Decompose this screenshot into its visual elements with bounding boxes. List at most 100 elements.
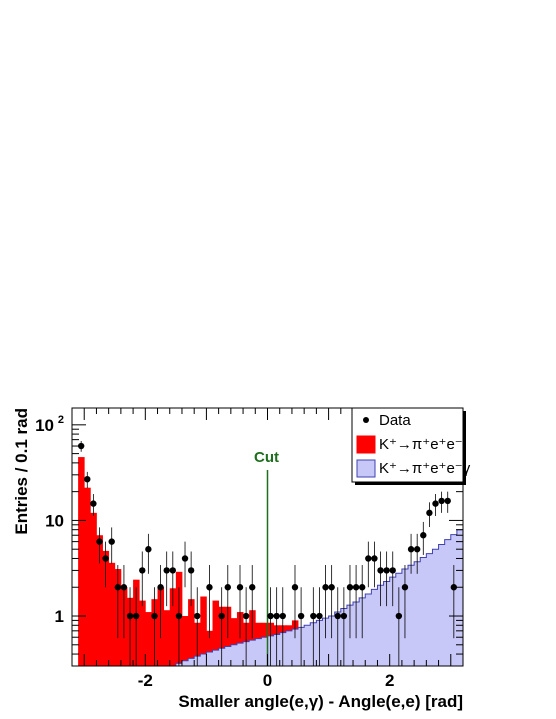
data-marker (395, 612, 403, 620)
data-marker (163, 567, 170, 574)
eeg-bar (426, 553, 433, 666)
data-marker (322, 584, 329, 591)
x-tick-label: -2 (138, 671, 153, 690)
data-point (187, 551, 195, 607)
data-point (151, 587, 158, 666)
data-point (297, 587, 305, 666)
data-marker (114, 584, 122, 591)
data-point (420, 521, 427, 555)
data-marker (194, 612, 201, 620)
data-marker (426, 509, 433, 517)
eeg-bar (206, 652, 213, 666)
data-point (120, 565, 128, 639)
data-point (310, 587, 317, 666)
data-point (352, 565, 360, 639)
data-point (316, 587, 323, 666)
data-marker (273, 612, 280, 620)
eeg-bar (444, 539, 452, 666)
data-marker (84, 475, 91, 483)
data-point (132, 587, 140, 666)
ee-bar (78, 457, 85, 666)
x-axis-label: Smaller angle(e,γ) - Angle(e,e) [rad] (178, 692, 463, 711)
eeg-bar (230, 644, 238, 666)
data-point (340, 587, 348, 666)
eeg-bar (377, 585, 384, 666)
legend-label-ee: K⁺→π⁺e⁺e⁻ (379, 436, 463, 453)
ee-bar (188, 599, 195, 666)
data-point (114, 565, 122, 639)
x-tick-label: 2 (385, 671, 394, 690)
ee-bar (163, 610, 171, 666)
eeg-bar (291, 629, 299, 666)
data-marker (334, 612, 341, 620)
data-marker (310, 612, 317, 620)
data-point (413, 533, 421, 574)
eeg-bar (438, 544, 446, 666)
data-marker (132, 612, 140, 620)
data-point (358, 565, 366, 639)
data-marker (267, 612, 274, 620)
legend-swatch-ee (356, 435, 376, 454)
axes: -2 0 2 1 10 10 2 Smaller angle(e,γ) - Angle(e,e… (12, 408, 464, 711)
eeg-bar (432, 549, 439, 666)
y-tick-label: 1 (55, 607, 64, 626)
y-tick-label: 10 (35, 416, 54, 435)
eeg-bar (181, 660, 189, 666)
data-point (145, 533, 152, 574)
data-point (450, 565, 458, 639)
y-axis-label: Entries / 0.1 rad (12, 408, 31, 535)
y-tick-label: 10 (45, 511, 64, 530)
y-tick-exponent: 2 (58, 414, 64, 426)
data-marker (389, 567, 396, 574)
data-point (322, 565, 329, 639)
data-marker (297, 612, 305, 620)
eeg-bar (328, 616, 336, 666)
data-point (218, 587, 225, 666)
data-marker (352, 584, 360, 591)
eeg-bar (389, 577, 397, 666)
data-point (102, 541, 109, 588)
data-marker (77, 442, 85, 450)
eeg-bar (456, 529, 464, 666)
data-marker (249, 584, 256, 591)
data-marker (151, 612, 158, 620)
eeg-bar (200, 654, 207, 666)
legend-swatch-eeg (356, 459, 376, 478)
data-marker (316, 612, 323, 620)
eeg-bar (236, 643, 244, 666)
ee-bar (139, 600, 146, 666)
data-point (108, 527, 115, 564)
data-marker (145, 546, 152, 553)
data-point (163, 551, 170, 607)
data-point (346, 565, 354, 639)
ee-bar (84, 487, 91, 666)
data-marker (291, 584, 299, 591)
data-point (181, 541, 189, 588)
eeg-bar (322, 618, 329, 666)
data-marker (328, 584, 335, 591)
data-marker (438, 497, 445, 505)
data-point (389, 551, 396, 607)
eeg-bar (408, 565, 415, 666)
data-point (377, 551, 384, 607)
ee-bar (230, 618, 238, 666)
eeg-bar (371, 589, 378, 666)
data-point (401, 565, 409, 639)
ee-bar (212, 600, 220, 666)
data-point (279, 587, 286, 666)
ee-bar (145, 612, 152, 666)
data-point (224, 565, 231, 639)
data-marker (340, 612, 348, 620)
legend-label-eeg: K⁺→π⁺e⁺e⁻γ (379, 460, 471, 477)
data-marker (120, 584, 128, 591)
data-marker (407, 546, 415, 553)
eeg-bar (261, 637, 268, 666)
data-point (395, 587, 403, 666)
data-marker (224, 584, 231, 591)
data-points (77, 440, 458, 666)
data-marker (450, 584, 458, 591)
data-marker (139, 567, 146, 574)
data-point (273, 587, 280, 666)
data-marker (102, 555, 109, 562)
data-point (407, 533, 415, 574)
